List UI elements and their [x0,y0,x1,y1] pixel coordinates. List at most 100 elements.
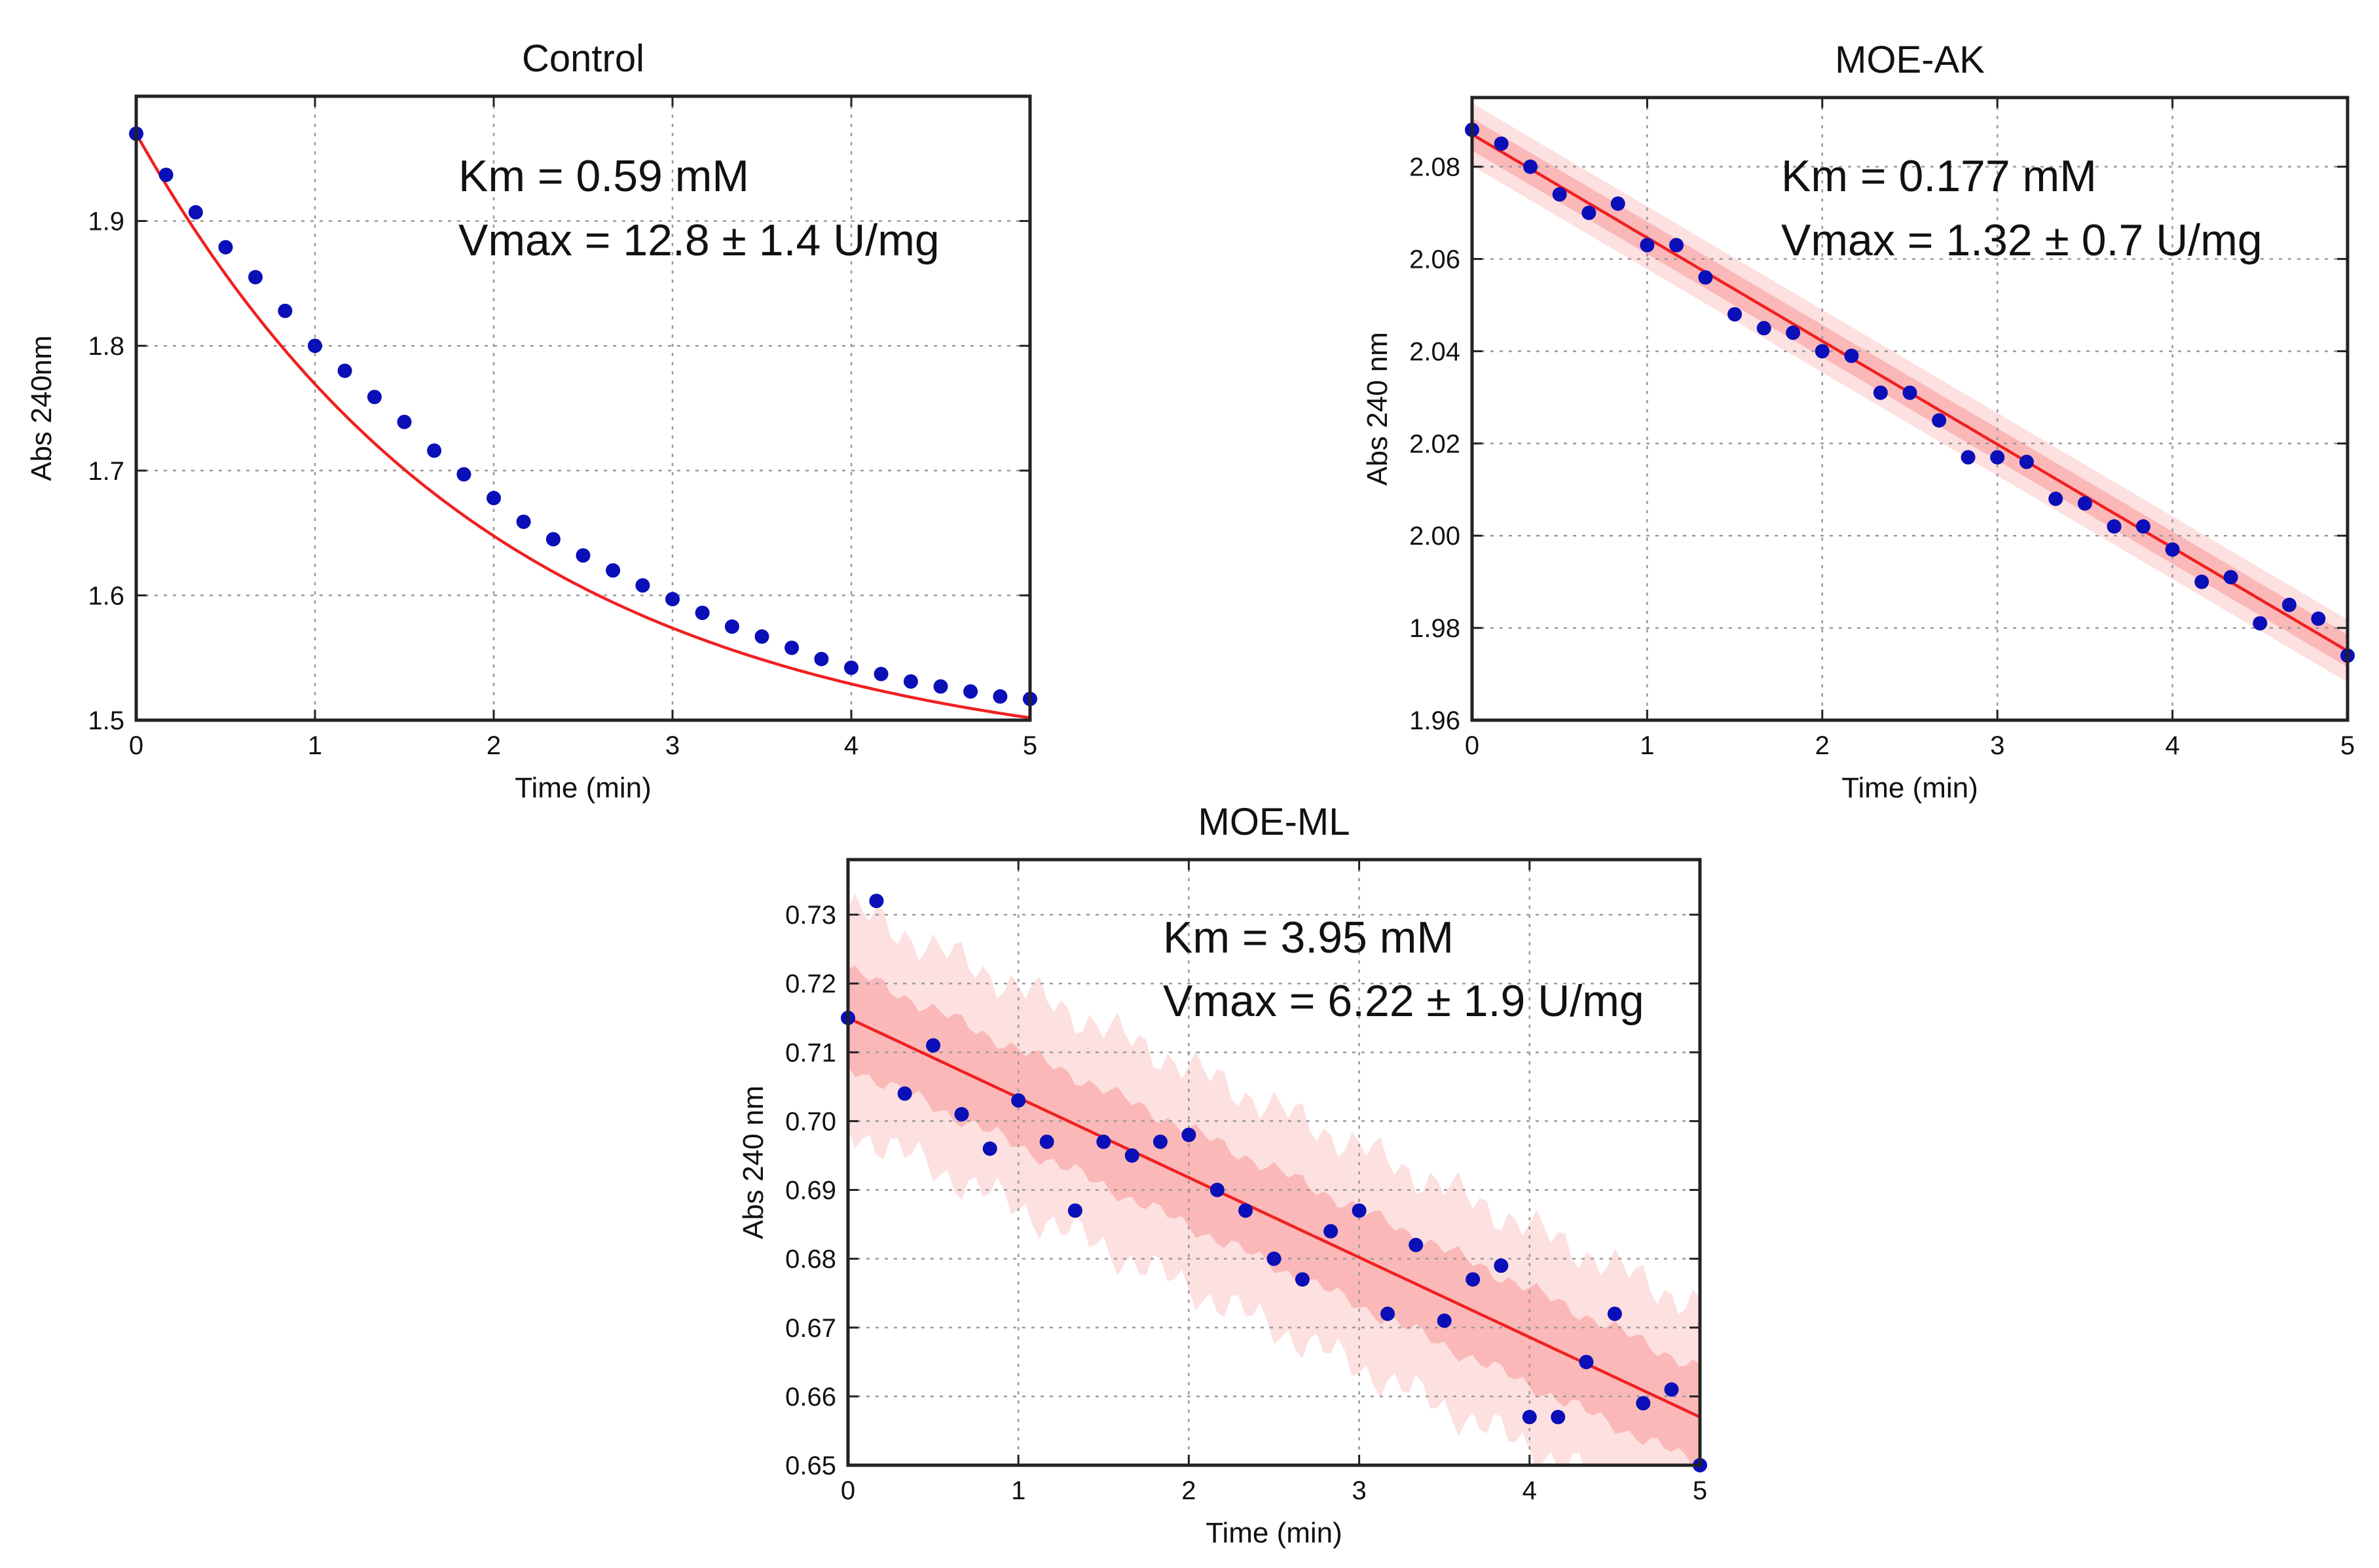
fit-line [848,1016,1700,1419]
y-tick-label: 0.68 [785,1245,836,1274]
fit-line-group [848,1016,1700,1419]
gridlines [136,96,1030,720]
data-point [188,205,203,220]
y-tick-label: 0.70 [785,1107,836,1136]
y-tick-label: 2.04 [1409,337,1460,366]
x-tick-label: 3 [1352,1476,1366,1505]
data-point [545,532,561,547]
data-point [2165,542,2180,557]
data-point [1902,385,1917,400]
ticks: 0 1 2 3 4 5 1.5 1.6 1.7 1.8 1.9 [88,96,1037,760]
data-point [1610,196,1625,211]
y-tick-label: 1.8 [88,332,124,361]
data-point [903,674,918,689]
data-point [844,660,858,675]
data-point [2048,491,2063,506]
chart-moe-ml: 0 1 2 3 4 5 0.65 0.66 0.67 0.68 0.69 0.70 0.71 0.72 0.… [737,801,1707,1549]
data-point [2135,519,2150,534]
data-point [1494,1258,1509,1273]
data-point [1636,1396,1651,1411]
data-point [278,303,293,318]
data-point [897,1086,912,1101]
data-point [1756,321,1771,336]
y-tick-label: 1.9 [88,208,124,236]
x-tick-label: 1 [1011,1476,1025,1505]
ticks: 0 1 2 3 4 5 0.65 0.66 0.67 0.68 0.69 0.70 0.71 0.72 0.… [785,860,1707,1505]
data-point [665,592,680,607]
data-point [1698,270,1713,285]
data-point [814,651,829,666]
data-point [1669,238,1684,253]
data-point [1581,206,1596,221]
km-annotation: Km = 0.59 mM [458,151,749,201]
chart-title: Control [522,37,644,80]
x-tick-label: 5 [1023,731,1037,760]
data-point [1181,1127,1196,1142]
data-points [841,894,1707,1472]
x-tick-label: 2 [1815,731,1830,760]
data-point [869,894,884,909]
data-point [1579,1355,1594,1370]
data-point [516,514,531,529]
x-tick-label: 2 [487,731,501,760]
data-point [456,467,471,482]
plot-frame [1470,96,2350,722]
data-point [1266,1251,1282,1266]
data-point [2194,574,2209,589]
data-point [1209,1182,1225,1197]
data-point [1844,348,1859,363]
y-tick-label: 0.65 [785,1451,836,1480]
x-axis-label: Time (min) [515,772,652,804]
chart-moe-ak: 0 1 2 3 4 5 1.96 1.98 2.00 2.02 2.04 2.06 2.08 MOE-AK… [1361,39,2355,804]
data-point [1607,1306,1622,1321]
data-point [1380,1306,1395,1321]
data-point [1067,1203,1082,1218]
ticks: 0 1 2 3 4 5 1.96 1.98 2.00 2.02 2.04 2.06 2.08 [1409,98,2355,760]
data-point [2223,570,2238,585]
data-point [1552,187,1567,202]
data-point [1096,1134,1111,1149]
x-tick-label: 3 [1990,731,2004,760]
fit-line [136,133,1030,720]
data-point [1437,1313,1452,1328]
data-point [1815,344,1830,359]
data-point [695,606,710,621]
x-tick-label: 0 [129,731,143,760]
data-point [954,1106,969,1121]
data-point [1990,450,2005,465]
y-tick-label: 1.6 [88,581,124,610]
y-tick-label: 1.96 [1409,706,1460,735]
y-axis-label: Abs 240 nm [737,1085,769,1239]
data-point [1727,307,1743,322]
x-tick-label: 3 [665,731,680,760]
plot-frame [846,858,1702,1467]
vmax-annotation: Vmax = 1.32 ± 0.7 U/mg [1781,215,2262,265]
y-tick-label: 0.72 [785,970,836,998]
data-point [1295,1272,1310,1287]
data-point [1238,1203,1253,1218]
data-point [397,414,412,429]
y-axis-label: Abs 240 nm [1361,332,1393,486]
x-axis-label: Time (min) [1841,772,1978,804]
data-point [963,684,978,699]
data-point [874,666,889,682]
data-point [933,679,948,694]
data-point [784,640,800,655]
data-point [487,490,501,505]
data-point [2281,597,2296,612]
fit-line-group [136,133,1030,720]
data-point [158,168,174,183]
vmax-annotation: Vmax = 6.22 ± 1.9 U/mg [1163,976,1644,1026]
data-point [1409,1237,1424,1252]
data-point [754,629,769,644]
x-axis-label: Time (min) [1206,1517,1342,1549]
y-tick-label: 0.67 [785,1314,836,1343]
y-tick-label: 2.08 [1409,153,1460,182]
y-tick-label: 2.06 [1409,246,1460,274]
data-point [982,1141,997,1156]
data-point [2077,496,2092,511]
y-tick-label: 0.69 [785,1176,836,1205]
confidence-band-inner [848,965,1700,1465]
data-point [1523,159,1538,174]
